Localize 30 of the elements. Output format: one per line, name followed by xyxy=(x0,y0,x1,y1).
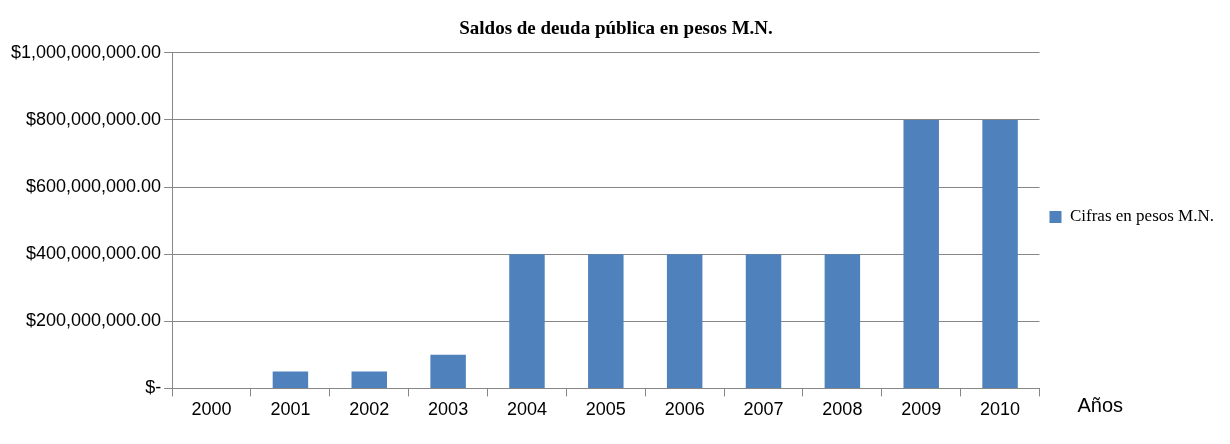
x-tick-label: 2010 xyxy=(980,399,1021,420)
x-tick-label: 2005 xyxy=(585,399,626,420)
bar xyxy=(509,254,545,388)
bar xyxy=(351,371,388,388)
bar xyxy=(745,254,782,388)
bar xyxy=(588,254,624,388)
x-tick-label: 2006 xyxy=(664,399,705,420)
x-tick-label: 2001 xyxy=(270,399,311,420)
x-tick-label: 2004 xyxy=(506,399,547,420)
x-tick-label: 2000 xyxy=(191,399,232,420)
y-tick-label: $200,000,000.00 xyxy=(26,310,162,331)
chart-title: Saldos de deuda pública en pesos M.N. xyxy=(459,17,773,39)
x-tick-label: 2009 xyxy=(901,399,942,420)
y-tick-label: $- xyxy=(145,377,162,398)
y-tick-label: $600,000,000.00 xyxy=(26,176,162,197)
x-axis-title: Años xyxy=(1077,393,1124,416)
y-tick-label: $1,000,000,000.00 xyxy=(10,41,162,62)
x-tick-label: 2002 xyxy=(349,399,390,420)
bar xyxy=(666,254,703,388)
bar xyxy=(272,371,309,388)
bar xyxy=(824,254,861,388)
x-tick-label: 2003 xyxy=(428,399,469,420)
y-tick-label: $400,000,000.00 xyxy=(26,243,162,264)
y-tick-label: $800,000,000.00 xyxy=(26,108,162,129)
bar xyxy=(903,119,939,388)
x-tick-label: 2007 xyxy=(743,399,784,420)
bar xyxy=(982,119,1018,388)
bar xyxy=(430,354,466,388)
x-tick-label: 2008 xyxy=(822,399,863,420)
legend-label: Cifras en pesos M.N. xyxy=(1069,206,1215,226)
